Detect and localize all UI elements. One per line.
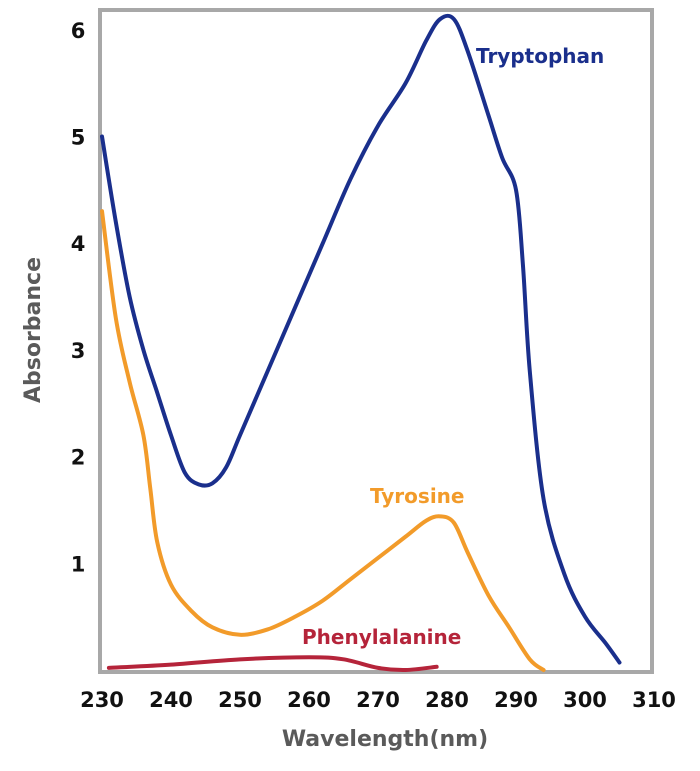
x-tick-label: 280 (425, 688, 469, 712)
plot-frame (98, 8, 654, 674)
x-tick-label: 230 (80, 688, 124, 712)
y-axis-label: Absorbance (21, 257, 46, 403)
y-tick-label: 5 (71, 126, 86, 150)
tryptophan-label: Tryptophan (476, 44, 604, 68)
phenylalanine-line (106, 655, 439, 673)
tryptophan-line (100, 13, 622, 665)
x-tick-label: 270 (356, 688, 400, 712)
tyrosine-line (100, 209, 546, 672)
y-tick-label: 2 (71, 446, 86, 470)
y-tick-label: 4 (71, 232, 86, 256)
x-tick-label: 250 (218, 688, 262, 712)
phenylalanine-label: Phenylalanine (302, 625, 461, 649)
x-tick-label: 300 (563, 688, 607, 712)
x-axis-label: Wavelength(nm) (282, 727, 488, 752)
y-tick-label: 3 (71, 339, 86, 363)
x-tick-label: 260 (287, 688, 331, 712)
tyrosine-label: Tyrosine (370, 484, 464, 508)
y-tick-label: 1 (71, 552, 86, 576)
y-tick-label: 6 (71, 19, 86, 43)
x-tick-label: 290 (494, 688, 538, 712)
x-tick-label: 310 (632, 688, 676, 712)
x-tick-label: 240 (149, 688, 193, 712)
